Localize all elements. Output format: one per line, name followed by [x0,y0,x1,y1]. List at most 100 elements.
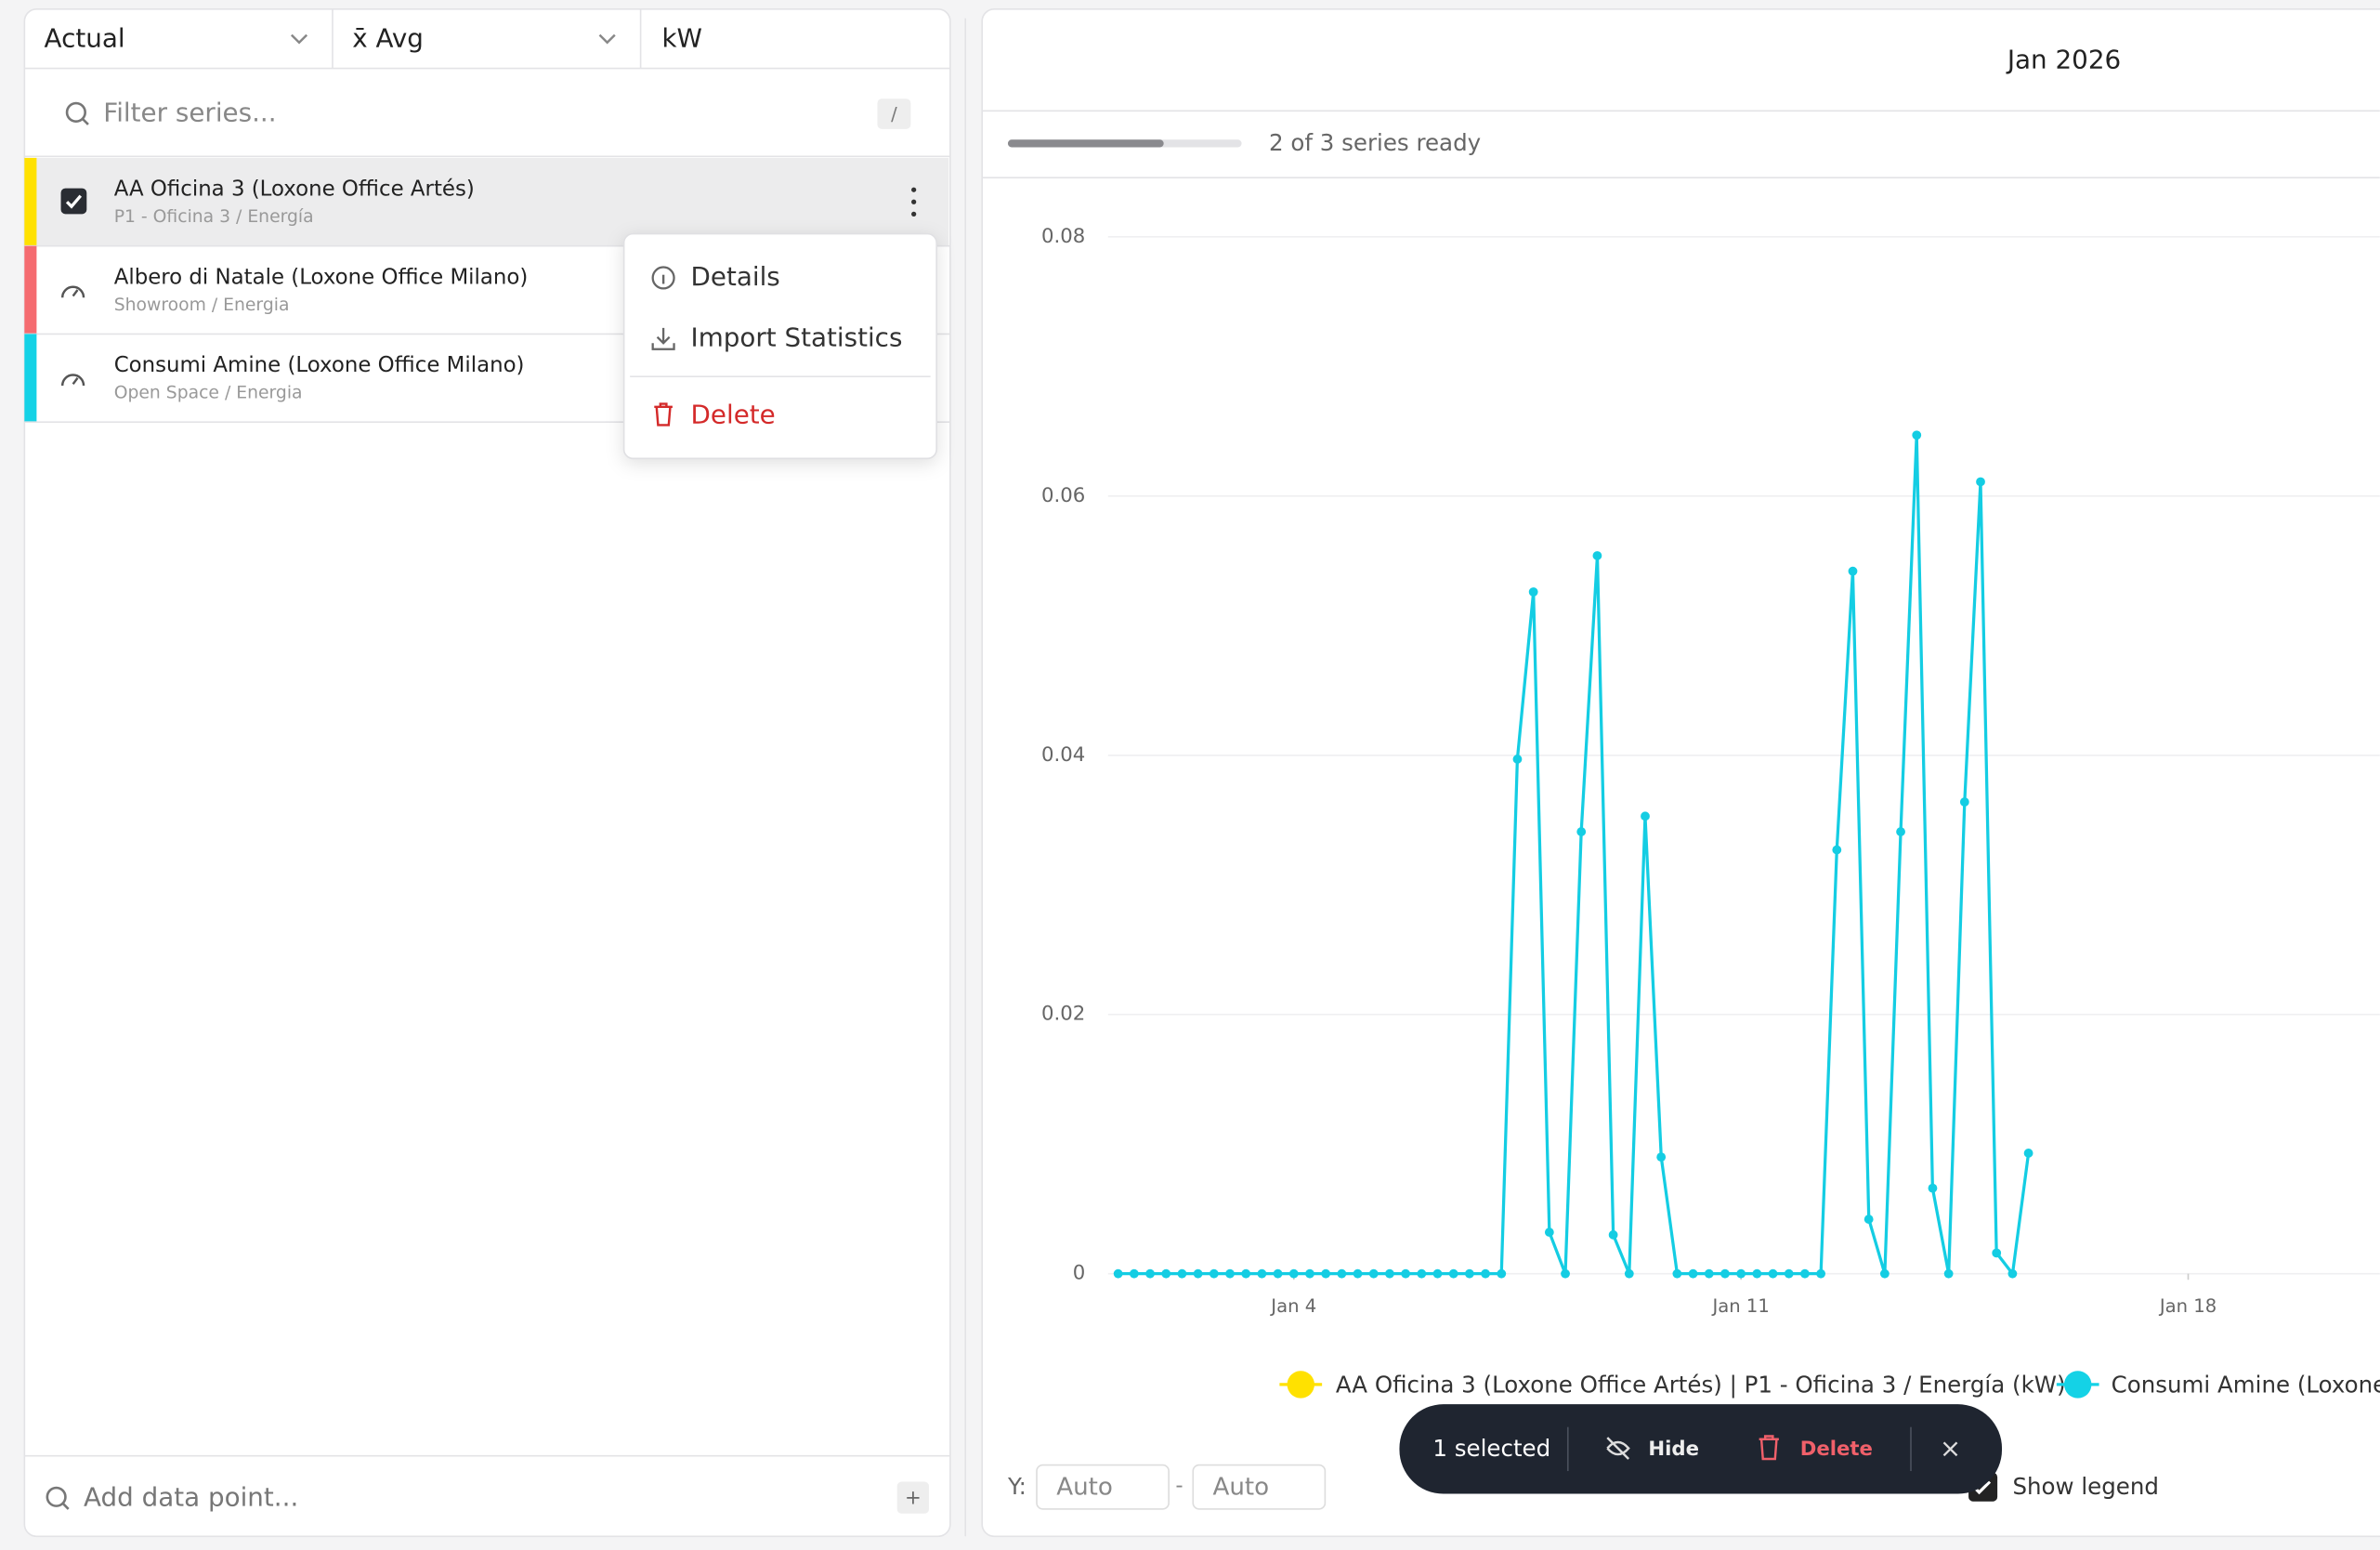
data-point [1257,1268,1267,1279]
kebab-dot [911,187,917,192]
data-point [1225,1268,1235,1279]
kebab-dot [911,211,917,217]
y-tick-label: 0.08 [1041,225,1085,248]
data-point [1736,1268,1746,1279]
data-point [1576,827,1587,836]
hide-button[interactable]: Hide [1648,1438,1699,1461]
checkmark [65,194,83,209]
series-path: P1 - Oficina 3 / Energía [114,207,314,227]
series-name[interactable]: Albero di Natale (Loxone Office Milano) [114,265,529,289]
series-color [24,157,37,246]
data-point [1432,1268,1443,1279]
data-point [1832,845,1842,855]
data-point [1528,587,1538,597]
trash-icon [1759,1435,1779,1461]
shortcut-badge [877,99,911,129]
data-point [1401,1268,1411,1279]
show-legend-label: Show legend [2012,1473,2158,1500]
y-tick-label: 0.02 [1041,1003,1085,1026]
search-icon [62,1503,70,1510]
gauge-icon [60,285,85,298]
data-point [1863,1215,1874,1224]
data-point [1896,827,1905,836]
y-min-value: Auto [1056,1474,1113,1502]
data-point [1943,1268,1954,1279]
trash-icon [654,402,673,427]
data-point [1704,1268,1714,1279]
progress-fill [1007,139,1164,148]
checkbox[interactable] [60,188,87,215]
data-point [1273,1268,1283,1279]
data-point [1768,1268,1778,1279]
data-point [1288,1268,1299,1279]
chevron [598,33,616,45]
add-point-input[interactable]: Add data point... [84,1481,298,1512]
data-point [1752,1268,1762,1279]
data-point [1561,1268,1570,1279]
series-color [24,334,37,423]
data-point [1305,1268,1314,1279]
delete-button[interactable]: Delete [1800,1438,1873,1461]
legend-label[interactable]: Consumi Amine (Loxone [2112,1372,2380,1399]
data-point [1161,1268,1171,1279]
gauge-icon [60,374,85,387]
unit-select[interactable]: kW [661,22,702,53]
series-name[interactable]: Consumi Amine (Loxone Office Milano) [114,353,525,377]
y-range-label: Y: [1007,1473,1027,1500]
data-point [1928,1183,1938,1193]
download-icon [651,327,675,350]
data-point [1624,1268,1634,1279]
data-point [1448,1268,1458,1279]
menu-item[interactable]: Delete [691,400,776,430]
data-point [1544,1228,1554,1237]
series-name[interactable]: AA Oficina 3 (Loxone Office Artés) [114,177,475,202]
data-point [1848,566,1858,576]
series-line [1118,435,2031,1278]
y-tick-label: 0 [1073,1262,1086,1285]
hide-icon [1606,1437,1630,1460]
shortcut-key: / [891,104,897,125]
aggregation-select[interactable]: Actual [45,22,125,53]
data-point [1385,1268,1394,1279]
search-icon [65,101,86,124]
data-point [1720,1268,1730,1279]
context-menu [622,232,937,460]
statistic-select[interactable]: x̄ Avg [352,22,424,53]
add-button-label: + [905,1486,922,1509]
data-point [1177,1268,1187,1279]
data-point [1321,1268,1331,1279]
y-max-input[interactable] [1192,1464,1327,1510]
y-range-separator: - [1175,1474,1183,1498]
x-tick-label: Jan 11 [1710,1295,1769,1317]
data-point [1129,1268,1139,1279]
data-point [1912,430,1922,440]
legend-swatch [1287,1371,1314,1399]
data-point [1353,1268,1363,1279]
search-icon [82,118,89,125]
legend-swatch [2064,1371,2092,1399]
add-button[interactable] [896,1481,930,1514]
info-icon [651,266,675,290]
series-path: Showroom / Energia [114,296,290,315]
menu-item[interactable]: Details [691,261,780,292]
y-tick-label: 0.04 [1041,743,1085,767]
chevron [290,33,308,45]
data-point [1337,1268,1347,1279]
selection-count: 1 selected [1432,1435,1550,1462]
legend-label[interactable]: AA Oficina 3 (Loxone Office Artés) | P1 … [1336,1372,2066,1399]
data-point [1592,551,1602,560]
data-point [1641,811,1650,821]
series-path: Open Space / Energia [114,384,303,403]
y-min-input[interactable] [1036,1464,1170,1510]
series-color [24,245,37,335]
y-max-value: Auto [1213,1474,1270,1502]
kebab-dot [911,199,917,204]
close-button[interactable]: × [1940,1433,1961,1464]
data-point [1816,1268,1826,1279]
filter-input[interactable]: Filter series... [103,98,276,128]
data-point [1209,1268,1219,1279]
y-tick-label: 0.06 [1041,484,1085,507]
menu-item[interactable]: Import Statistics [691,322,903,352]
